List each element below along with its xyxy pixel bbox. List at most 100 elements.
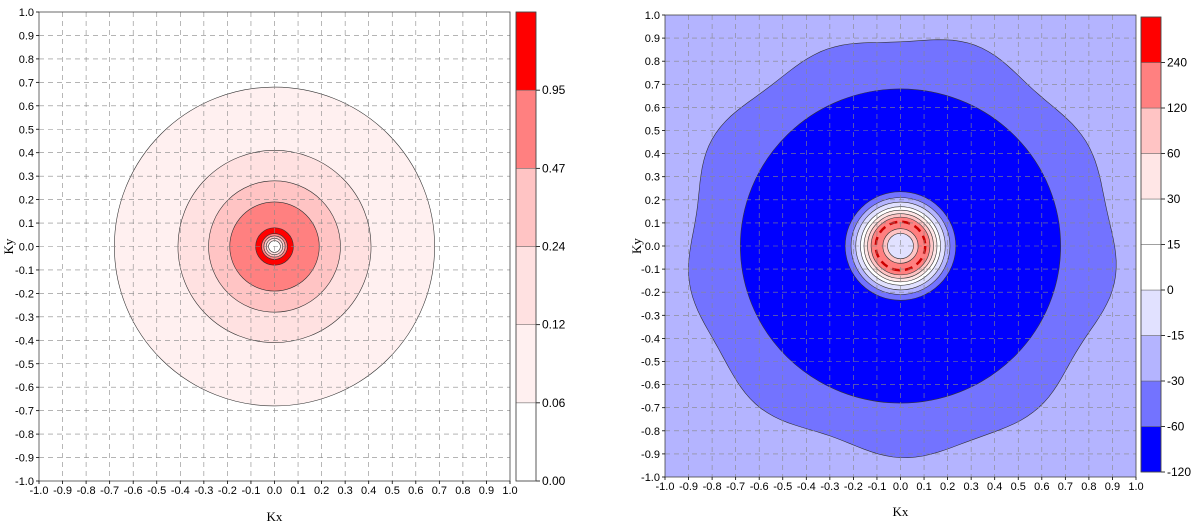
colorbar-label: 30	[1167, 192, 1181, 206]
grid	[665, 15, 1136, 477]
colorbar-label: 240	[1167, 56, 1187, 70]
y-tick-label: -0.6	[641, 380, 660, 392]
x-tick-label: 0.8	[455, 485, 470, 497]
colorbar-segment	[515, 324, 537, 404]
x-tick-label: 0.2	[314, 485, 329, 497]
y-tick-label: -0.7	[641, 403, 660, 415]
y-tick-label: 0.7	[19, 77, 34, 89]
x-tick-label: 0.6	[1034, 481, 1049, 493]
colorbar-label: 0.95	[542, 83, 566, 97]
x-tick-label: -0.5	[773, 481, 792, 493]
x-tick-label: 0.7	[1058, 481, 1073, 493]
y-tick-label: -0.9	[15, 453, 34, 465]
y-tick-label: 1.0	[19, 7, 34, 19]
colorbar-label: 0.47	[542, 161, 566, 175]
y-tick-label: -1.0	[15, 476, 34, 488]
y-tick-label: -0.1	[15, 265, 34, 277]
x-tick-label: -0.2	[218, 485, 237, 497]
y-tick-label: -0.4	[15, 335, 34, 347]
y-tick-label: 0.9	[19, 30, 34, 42]
y-tick-label: 0.8	[19, 54, 34, 66]
y-tick-label: -0.5	[15, 359, 34, 371]
x-tick-label: -0.1	[867, 481, 886, 493]
y-tick-label: 0.8	[645, 56, 660, 68]
contour-plot-2: -1.0 -0.9 -0.8 -0.7 -0.6 -0.5 -0.4 -0.3 -0.2 -0.1…	[629, 10, 1191, 519]
colorbar-segment	[1140, 198, 1162, 245]
x-tick-label: -0.8	[703, 481, 722, 493]
colorbar-segment	[1140, 16, 1162, 63]
colorbar-segment	[515, 168, 537, 247]
y-tick-label: 0.3	[645, 172, 660, 184]
grid	[39, 12, 510, 481]
colorbar-label: 0.06	[542, 396, 566, 410]
x-tick-label: 0.2	[940, 481, 955, 493]
y-tick-label: 0.7	[645, 79, 660, 91]
colorbar-segment	[1140, 426, 1162, 473]
x-tick-label: 0.0	[893, 481, 908, 493]
x-tick-label: -0.6	[750, 481, 769, 493]
colorbar-label: 0.00	[542, 474, 566, 488]
colorbar-label: 60	[1167, 147, 1181, 161]
y-tick-label: 0.9	[645, 33, 660, 45]
colorbar-segment	[1140, 244, 1162, 291]
y-tick-label: 1.0	[645, 10, 660, 22]
x-tick-label: -0.9	[53, 485, 72, 497]
x-tick-label: 0.1	[290, 485, 305, 497]
y-tick-label: 0.2	[19, 195, 34, 207]
x-tick-label: -0.7	[100, 485, 119, 497]
y-tick-label: -0.7	[15, 406, 34, 418]
y-tick-label: -0.1	[641, 264, 660, 276]
y-tick-label: -0.8	[15, 429, 34, 441]
x-tick-label: 0.5	[1011, 481, 1026, 493]
colorbar-segment	[515, 11, 537, 91]
x-tick-label: -0.2	[844, 481, 863, 493]
x-tick-label: -0.4	[797, 481, 816, 493]
y-tick-label: -0.6	[15, 382, 34, 394]
y-tick-label: -0.3	[15, 312, 34, 324]
y-tick-label: 0.0	[645, 241, 660, 253]
colorbar-segment	[1140, 289, 1162, 336]
x-tick-label: -1.0	[656, 481, 675, 493]
x-tick-label: 0.4	[987, 481, 1002, 493]
y-tick-label: 0.1	[645, 218, 660, 230]
x-tick-label: -0.1	[241, 485, 260, 497]
y-tick-label: 0.0	[19, 242, 34, 254]
y-tick-label: 0.6	[19, 101, 34, 113]
y-tick-label: 0.5	[645, 126, 660, 138]
x-tick-label: 0.6	[408, 485, 423, 497]
y-tick-label: 0.4	[645, 149, 660, 161]
colorbar-label: -15	[1167, 329, 1185, 343]
colorbar-segment	[1140, 107, 1162, 154]
colorbar-segment	[515, 402, 537, 482]
x-tick-label: -0.4	[171, 485, 190, 497]
y-tick-label: 0.6	[645, 102, 660, 114]
x-tick-label: 0.8	[1081, 481, 1096, 493]
colorbar-segment	[515, 89, 537, 169]
x-tick-label: 0.5	[385, 485, 400, 497]
x-tick-label: -0.5	[147, 485, 166, 497]
colorbar-label: 0	[1167, 283, 1174, 297]
x-tick-label: -1.0	[30, 485, 49, 497]
colorbar-label: 0.12	[542, 318, 566, 332]
x-tick-label: 0.3	[338, 485, 353, 497]
y-tick-label: 0.1	[19, 218, 34, 230]
x-tick-label: 0.0	[267, 485, 282, 497]
colorbar-label: -120	[1167, 465, 1191, 479]
x-tick-label: -0.3	[820, 481, 839, 493]
contour-plot-1: -1.0 -0.9 -0.8 -0.7 -0.6 -0.5 -0.4 -0.3 -0.2 -0.1…	[1, 7, 566, 524]
y-tick-label: -0.3	[641, 310, 660, 322]
y-tick-label: -1.0	[641, 472, 660, 484]
colorbar-segment	[1140, 335, 1162, 382]
x-tick-label: 1.0	[502, 485, 517, 497]
x-tick-label: -0.8	[77, 485, 96, 497]
y-tick-label: 0.2	[645, 195, 660, 207]
y-tick-label: -0.5	[641, 357, 660, 369]
y-tick-label: -0.2	[641, 287, 660, 299]
x-tick-label: -0.9	[679, 481, 698, 493]
x-tick-label: 0.1	[916, 481, 931, 493]
colorbar-label: 15	[1167, 238, 1181, 252]
x-tick-label: 0.9	[479, 485, 494, 497]
colorbar-segment	[1140, 153, 1162, 200]
colorbar-label: -60	[1167, 420, 1185, 434]
